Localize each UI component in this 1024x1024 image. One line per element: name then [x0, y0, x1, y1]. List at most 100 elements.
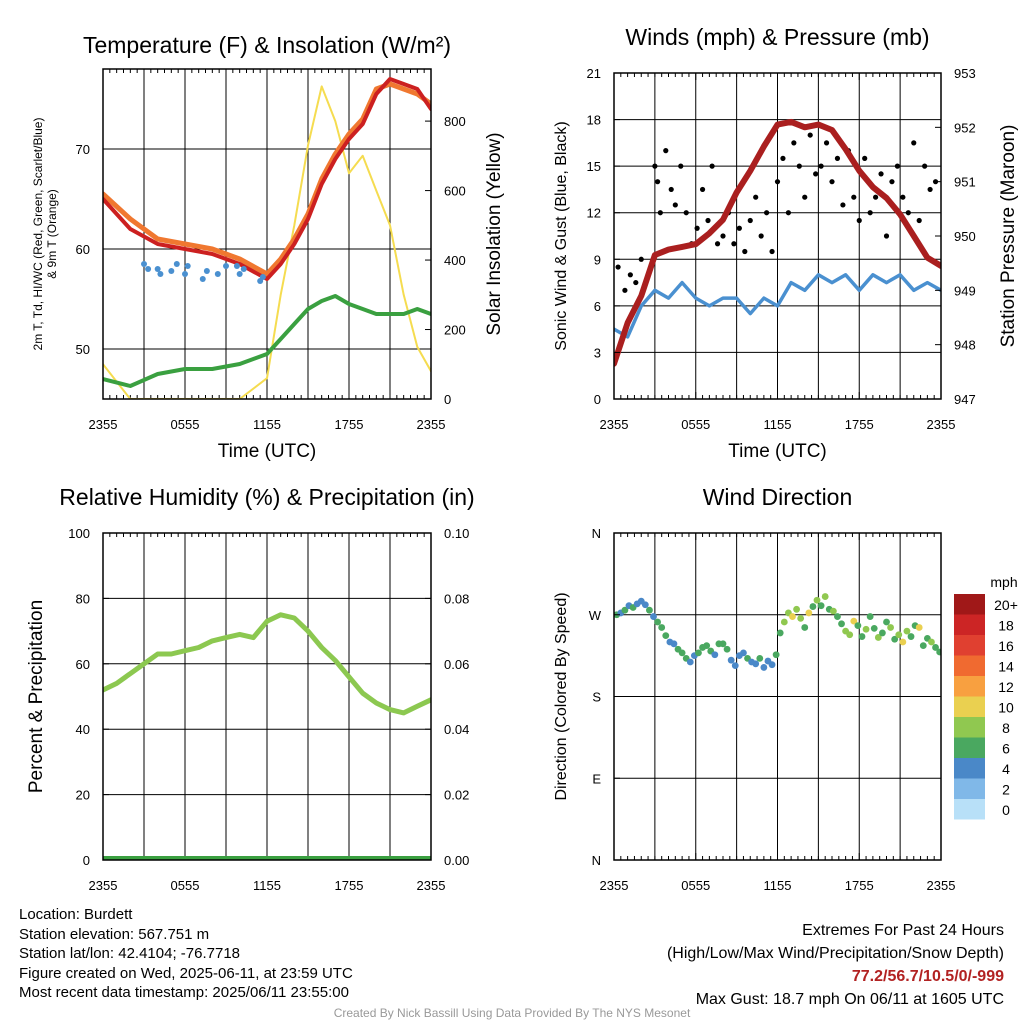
extremes-info: Extremes For Past 24 Hours (High/Low/Max… [667, 919, 1004, 1011]
wind-direction-point [740, 649, 747, 657]
y2-axis-label: Station Pressure (Maroon) [998, 125, 1019, 348]
gust-point [894, 163, 901, 169]
wind-direction-point [862, 625, 870, 633]
gust-point [916, 217, 922, 224]
colorbar-label: 12 [998, 679, 1014, 695]
gust-point [905, 210, 911, 216]
wind-direction-point [858, 633, 866, 640]
x-tick-label: 1755 [335, 417, 364, 432]
station-location: Location: Burdett [19, 906, 133, 923]
y-tick-label: 21 [587, 66, 601, 81]
gust-point [818, 163, 824, 169]
y-tick-label: 15 [587, 159, 601, 174]
gust-point [823, 140, 830, 146]
wind-direction-point [793, 605, 800, 613]
x-tick-label: 2355 [600, 417, 629, 432]
y-tick-label: 70 [76, 142, 90, 157]
colorbar-label: 0 [1002, 802, 1010, 818]
wind-chill-point [141, 261, 147, 267]
y2-tick-label: 0.06 [444, 657, 469, 672]
wind-direction-point [678, 649, 686, 657]
wind-direction-point [670, 640, 678, 648]
y-axis-label-line: 2m T, Td, HI/WC (Red, Green, Scarlet/Blu… [31, 118, 45, 351]
x-tick-label: 2355 [600, 878, 629, 893]
y-axis-label: 2m T, Td, HI/WC (Red, Green, Scarlet/Blu… [31, 118, 59, 351]
wind-chill-point [199, 276, 206, 282]
insolation-line [103, 85, 431, 399]
x-tick-label: 1755 [335, 878, 364, 893]
y-tick-label: 9 [594, 252, 601, 267]
gust-point [720, 233, 726, 239]
y-tick-label: S [592, 690, 601, 705]
y-axis-label: Direction (Colored By Speed) [553, 592, 570, 800]
wind-direction-point [838, 620, 845, 628]
plot-area [614, 118, 941, 367]
wind-direction-point [821, 593, 829, 600]
gust-point [678, 163, 684, 169]
x-tick-label: 0555 [171, 878, 200, 893]
colorbar-cell [954, 655, 985, 676]
colorbar-cell [954, 676, 985, 697]
y2-tick-label: 0.04 [444, 722, 469, 737]
wind-direction-point [768, 661, 776, 669]
y-tick-label: 18 [587, 113, 601, 128]
gust-point [851, 194, 857, 200]
wind-direction-point [850, 617, 858, 625]
wind-direction-point [899, 638, 907, 646]
colorbar-title: mph [990, 574, 1017, 590]
x-axis-label: Time (UTC) [728, 441, 827, 462]
y-tick-label: 20 [76, 788, 90, 803]
gust-point [867, 210, 873, 216]
gust-point [699, 186, 706, 193]
wind-direction-point [907, 633, 915, 640]
y2-tick-label: 953 [954, 66, 976, 81]
chart-title: Temperature (F) & Insolation (W/m²) [83, 32, 451, 58]
gust-point [813, 171, 819, 177]
colorbar-label: 16 [998, 638, 1014, 654]
gust-point [883, 233, 890, 239]
wind-direction-point [654, 618, 661, 626]
wind-chill-point [168, 268, 175, 274]
gust-point [758, 233, 764, 239]
chart-title: Winds (mph) & Pressure (mb) [625, 24, 929, 50]
y2-tick-label: 951 [954, 175, 976, 190]
x-tick-label: 1155 [764, 878, 792, 893]
gust-point [683, 210, 689, 216]
plot-frame [102, 532, 432, 861]
wind-direction-point [711, 651, 719, 659]
wind-direction-point [772, 651, 780, 659]
wind-direction-point [760, 664, 768, 671]
gust-point [652, 163, 658, 169]
dewpoint-line [103, 294, 431, 388]
gust-point [840, 202, 846, 208]
wind-chill-point [184, 263, 191, 269]
gust-point [622, 287, 628, 293]
gust-point [802, 194, 808, 200]
colorbar-cell [954, 737, 985, 758]
wind-chill-point [223, 263, 229, 269]
x-tick-label: 2355 [417, 417, 446, 432]
x-tick-label: 0555 [681, 417, 710, 432]
colorbar-cell [954, 614, 985, 635]
x-axis-label: Time (UTC) [218, 441, 317, 462]
x-tick-label: 2355 [417, 878, 446, 893]
wind-direction-point [879, 629, 886, 637]
wind-direction-point [621, 606, 629, 614]
gust-point [911, 140, 917, 146]
plot-frame [102, 68, 432, 400]
figure-created: Figure created on Wed, 2025-06-11, at 23… [19, 964, 353, 982]
colorbar-label: 6 [1002, 741, 1010, 757]
y2-tick-label: 400 [444, 253, 466, 268]
wind-chill-point [157, 271, 164, 277]
wind-direction-point [817, 602, 825, 610]
most-recent-timestamp: Most recent data timestamp: 2025/06/11 2… [19, 984, 349, 1002]
wind-direction-point [809, 603, 817, 610]
wind-direction-point [805, 609, 813, 617]
wind-chill-point [233, 263, 240, 269]
colorbar-cell [954, 778, 985, 799]
wind-direction-point [797, 614, 805, 622]
gust-point [663, 148, 669, 154]
gust-point [627, 272, 633, 278]
x-tick-label: 2355 [89, 417, 118, 432]
wind-direction-point [703, 642, 711, 650]
